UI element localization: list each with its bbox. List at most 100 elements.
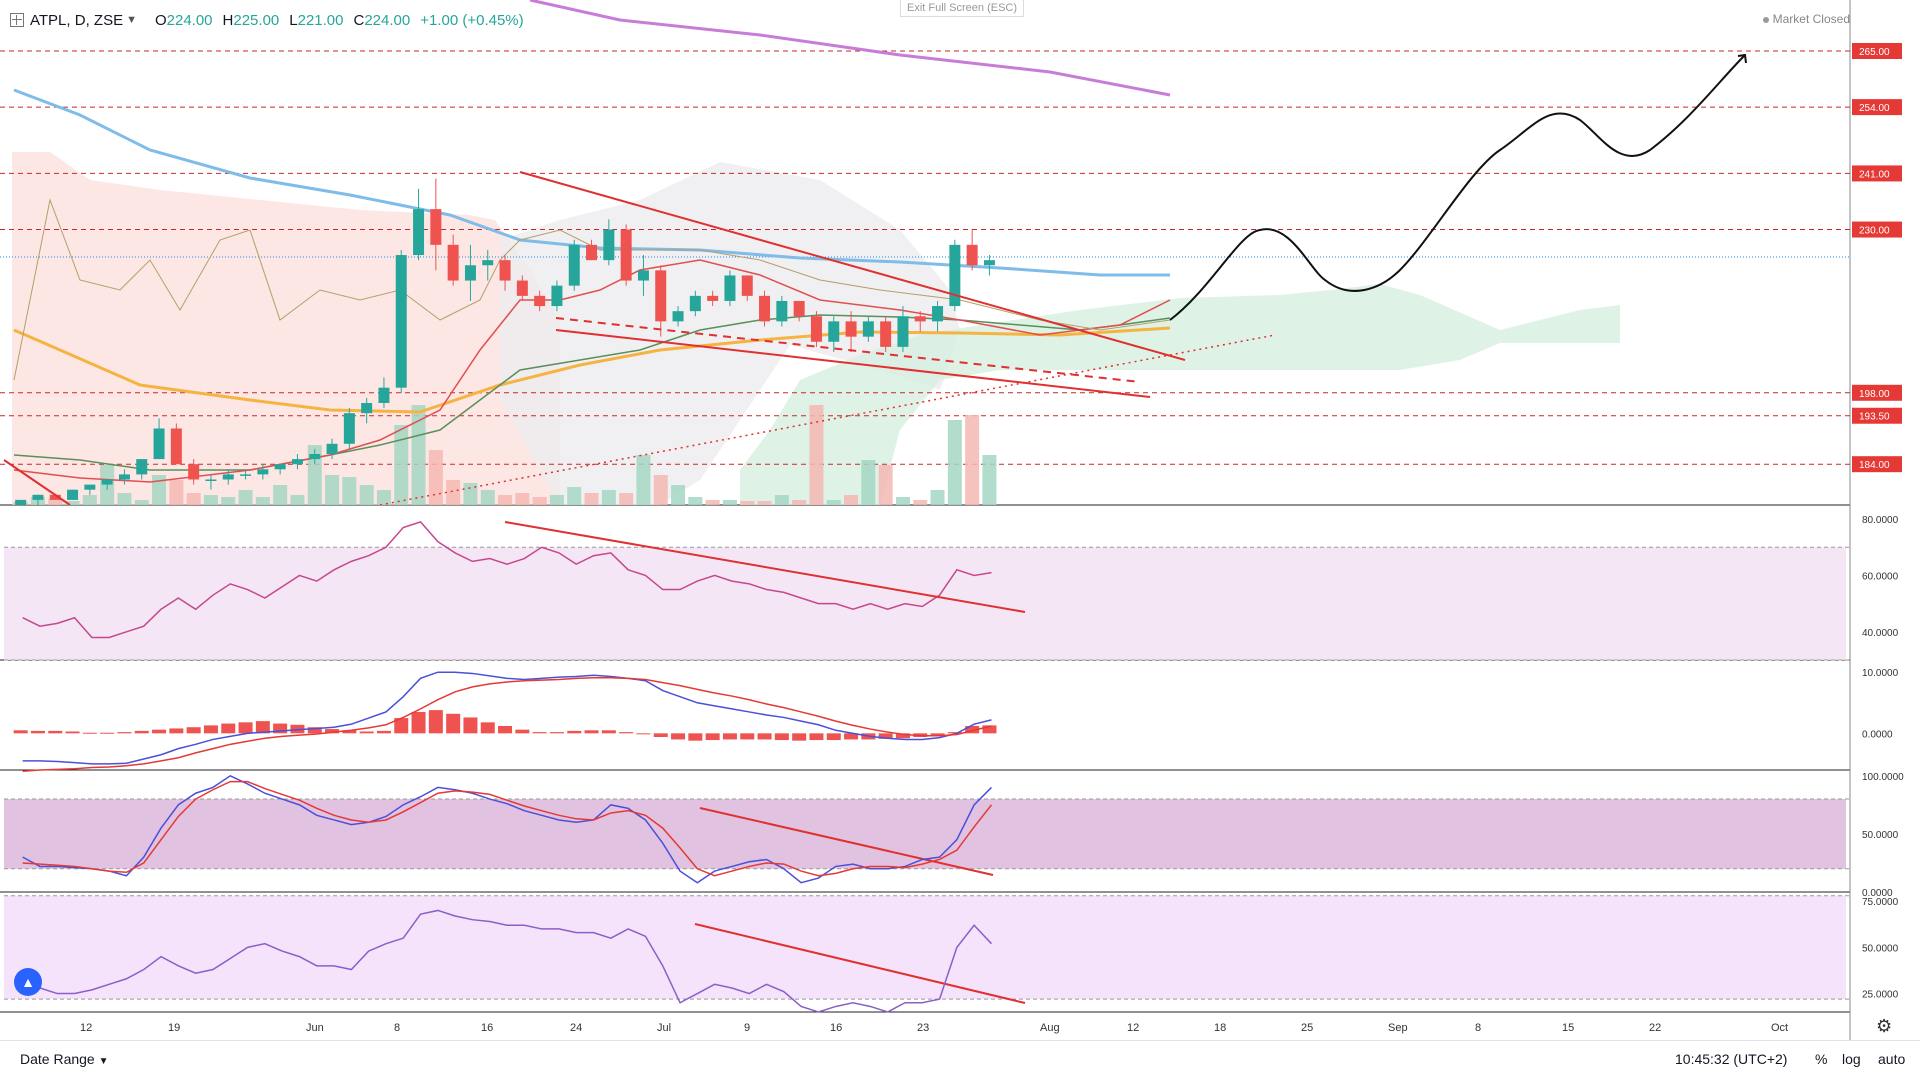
volume-bar (446, 480, 461, 505)
gear-icon[interactable]: ⚙ (1876, 1016, 1893, 1036)
volume-bar (325, 475, 340, 505)
x-axis-tick-label: 24 (570, 1022, 582, 1034)
x-axis-tick-label: 23 (917, 1022, 929, 1034)
candle-body (810, 316, 822, 342)
volume-bar (688, 497, 703, 505)
price-level-label: 184.00 (1859, 460, 1890, 471)
macd-histogram-bar (878, 733, 893, 739)
price-level-tag (1852, 99, 1902, 116)
macd-histogram-bar (203, 725, 218, 734)
macd-histogram-bar (428, 710, 443, 734)
price-level-label: 193.50 (1859, 412, 1890, 423)
volume-bar (619, 493, 634, 505)
volume-bar (221, 497, 236, 505)
x-axis-tick-label: 8 (1475, 1022, 1481, 1034)
tradingview-logo-icon[interactable]: ▲ (14, 968, 42, 996)
volume-bar (186, 493, 201, 505)
macd-histogram-bar (567, 730, 582, 734)
y-axis-tick-label: 80.0000 (1862, 515, 1899, 526)
arrow-icon (1737, 53, 1747, 64)
macd-line (22, 671, 992, 765)
volume-bar (152, 475, 167, 505)
candle-body (776, 300, 788, 322)
candle-body (516, 280, 528, 296)
macd-histogram-bar (982, 725, 997, 734)
price-level-label: 241.00 (1859, 169, 1890, 180)
macd-histogram-bar (601, 730, 616, 734)
oscillator-band (4, 895, 1846, 1000)
macd-histogram-bar (394, 718, 409, 734)
volume-bar (532, 497, 547, 505)
price-level-label: 265.00 (1859, 47, 1890, 58)
volume-bar (394, 425, 409, 505)
candle-body (759, 295, 771, 322)
x-axis-tick-label: 16 (830, 1022, 842, 1034)
candle-body (257, 469, 269, 475)
chevron-down-icon: ▼ (98, 1056, 109, 1067)
x-axis-tick-label: 16 (481, 1022, 493, 1034)
x-axis-tick-label: 12 (80, 1022, 92, 1034)
candle-body (862, 321, 874, 337)
open-value: 224.00 (166, 11, 213, 29)
stoch-d-line (22, 780, 993, 877)
volume-bar (809, 405, 824, 505)
macd-histogram-bar (844, 733, 859, 740)
market-status-text: Market Closed (1772, 12, 1850, 26)
macd-histogram-bar (13, 730, 28, 734)
auto-button[interactable]: auto (1878, 1051, 1906, 1067)
candle-body (534, 295, 546, 307)
macd-histogram-bar (636, 733, 651, 735)
volume-bar (826, 500, 841, 505)
macd-histogram-bar (117, 732, 132, 734)
candle-body (361, 402, 373, 414)
chevron-down-icon[interactable]: ▼ (126, 14, 137, 26)
macd-histogram-bar (965, 726, 980, 734)
volume-bar (636, 455, 651, 505)
volume-bar (82, 495, 97, 505)
expand-icon[interactable] (10, 13, 24, 27)
market-status: Market Closed (1762, 12, 1850, 26)
log-button[interactable]: log (1842, 1051, 1861, 1067)
volume-bar (549, 495, 564, 505)
volume-bar (117, 493, 132, 505)
rsi-line (22, 521, 992, 639)
clock: 10:45:32 (UTC+2) (1675, 1051, 1788, 1067)
y-axis-tick-label: 50.0000 (1862, 830, 1899, 841)
macd-histogram-bar (515, 729, 530, 734)
cloud-green (740, 284, 1620, 505)
oscillator-line (22, 909, 992, 1013)
candle-body (672, 311, 684, 322)
date-range-button[interactable]: Date Range ▼ (20, 1051, 109, 1067)
price-level-tag (1852, 407, 1902, 424)
candle-body (741, 275, 753, 296)
candle-body (274, 464, 286, 470)
macd-histogram-bar (325, 729, 340, 734)
sma-purple-line (529, 0, 1171, 97)
open-label: O (154, 11, 167, 29)
volume-bar (982, 455, 997, 505)
candle-body (637, 270, 649, 281)
cloud-red (12, 152, 560, 505)
x-axis-tick-label: 25 (1301, 1022, 1313, 1034)
close-value: 224.00 (364, 11, 411, 29)
volume-bar (878, 465, 893, 505)
candle-body (240, 474, 252, 476)
candle-body (932, 306, 944, 322)
percent-button[interactable]: % (1815, 1051, 1828, 1067)
macd-histogram-bar (100, 732, 115, 734)
exit-fullscreen-button[interactable]: Exit Full Screen (ESC) (900, 0, 1025, 17)
candle-body (413, 209, 425, 256)
trendline-lower (555, 329, 1151, 398)
sma-blue-line (13, 88, 1170, 277)
symbol-label[interactable]: ATPL, D, ZSE (30, 11, 124, 29)
volume-bar (65, 501, 80, 505)
x-axis-tick-label: 12 (1127, 1022, 1139, 1034)
candle-body (707, 295, 719, 301)
candle-body (586, 244, 598, 261)
price-level-tag (1852, 165, 1902, 182)
y-axis-tick-label: 0.0000 (1862, 888, 1893, 899)
macd-histogram-bar (65, 731, 80, 734)
candle-body (966, 244, 978, 266)
macd-histogram-bar (895, 733, 910, 739)
